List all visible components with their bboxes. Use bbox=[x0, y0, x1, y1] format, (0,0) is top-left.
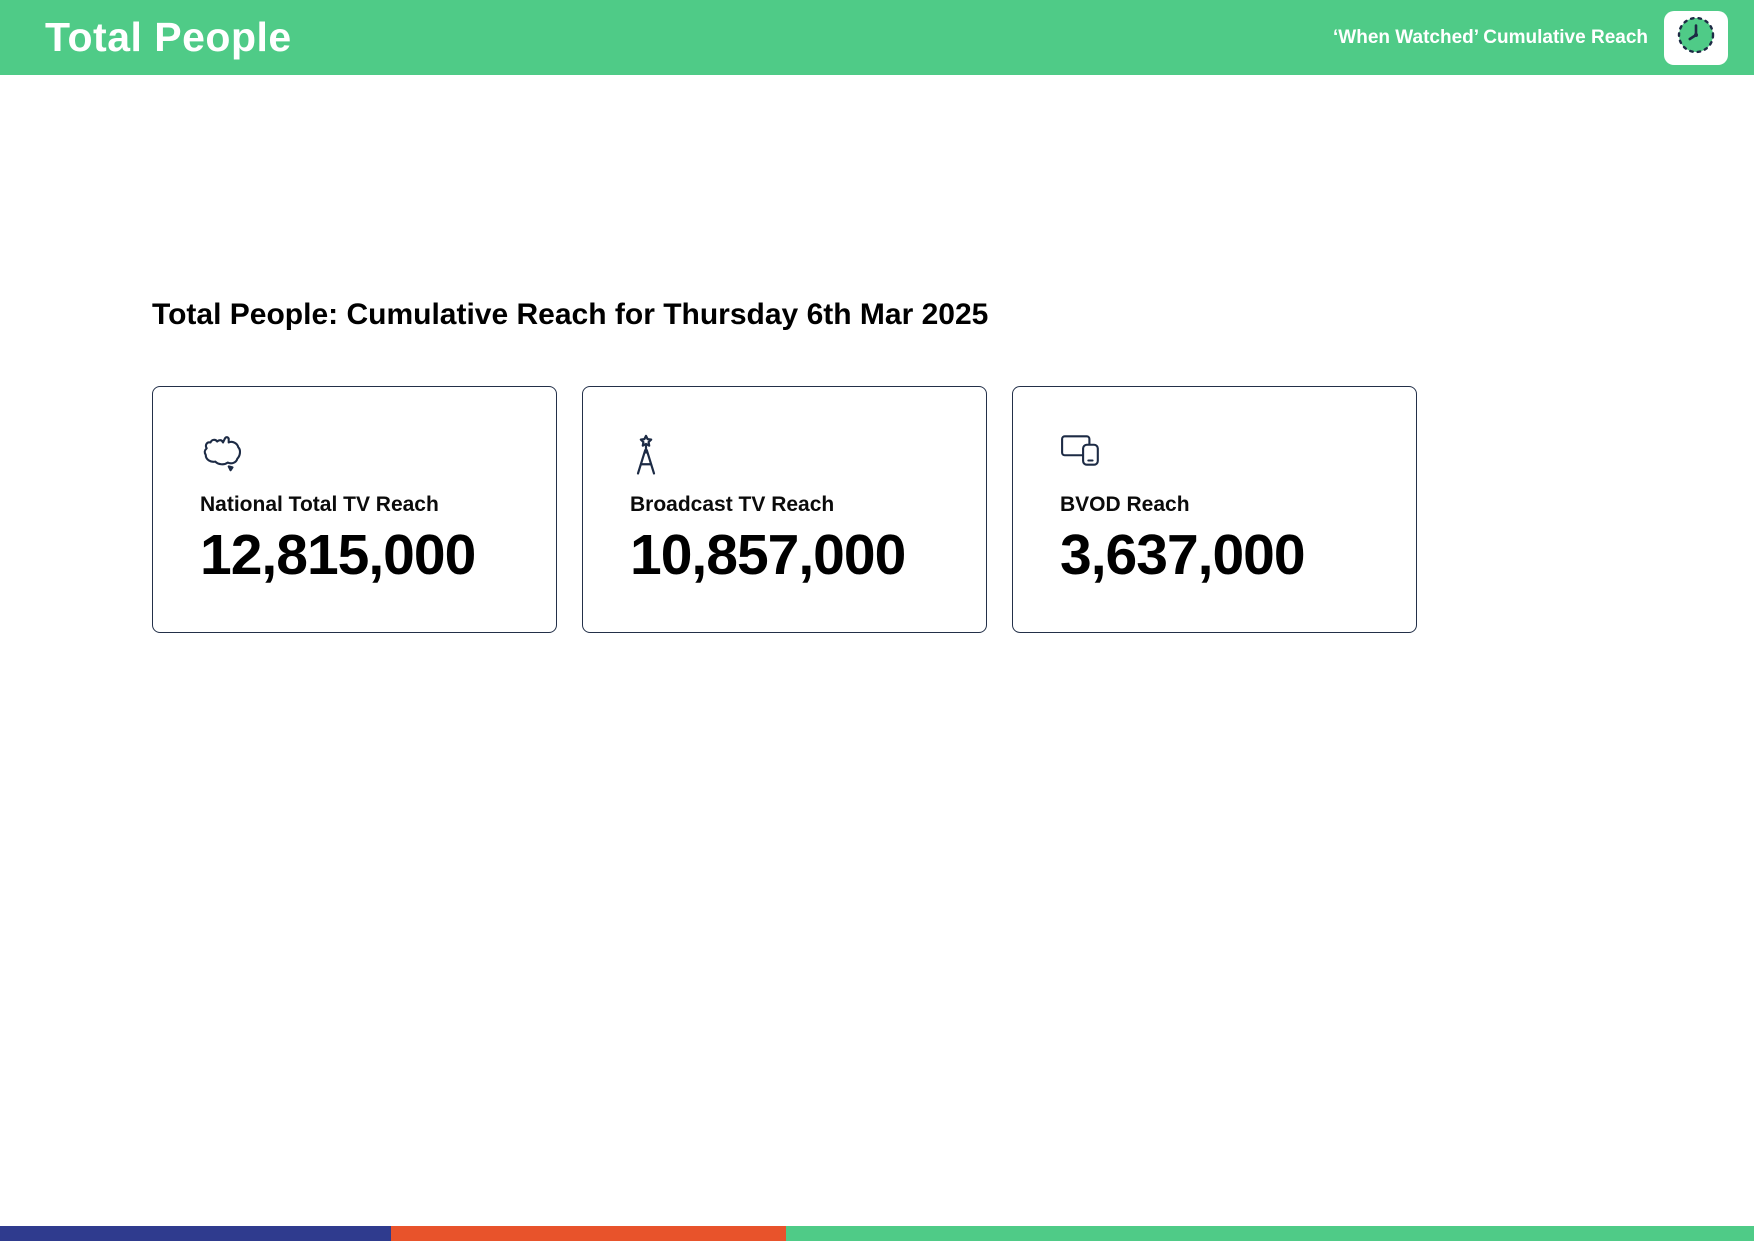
card-label: BVOD Reach bbox=[1060, 493, 1190, 516]
card-label: Broadcast TV Reach bbox=[630, 493, 835, 516]
screens-icon bbox=[1060, 433, 1386, 481]
main-content: Total People: Cumulative Reach for Thurs… bbox=[0, 75, 1754, 633]
card-bvod-reach: BVOD Reach 3,637,000 bbox=[1012, 386, 1417, 633]
card-value: 12,815,000 bbox=[200, 523, 476, 587]
australia-map-icon bbox=[200, 433, 526, 481]
page-title: Total People bbox=[45, 14, 292, 60]
card-national-total-tv-reach: National Total TV Reach 12,815,000 bbox=[152, 386, 557, 633]
clock-icon bbox=[1674, 13, 1718, 62]
footer-segment-blue bbox=[0, 1226, 392, 1241]
clock-logo-box bbox=[1664, 10, 1728, 65]
header-tagline: ‘When Watched’ Cumulative Reach bbox=[1333, 26, 1648, 48]
card-label: National Total TV Reach bbox=[200, 493, 439, 516]
card-broadcast-tv-reach: Broadcast TV Reach 10,857,000 bbox=[582, 386, 987, 633]
app-header: Total People ‘When Watched’ Cumulative R… bbox=[0, 0, 1754, 75]
kpi-cards-row: National Total TV Reach 12,815,000 Broad… bbox=[152, 386, 1754, 633]
footer-segment-orange bbox=[391, 1226, 786, 1241]
report-heading: Total People: Cumulative Reach for Thurs… bbox=[152, 298, 989, 331]
card-value: 10,857,000 bbox=[630, 523, 906, 587]
header-right-group: ‘When Watched’ Cumulative Reach bbox=[1333, 10, 1728, 65]
broadcast-tower-icon bbox=[630, 433, 956, 481]
footer-accent-bar bbox=[0, 1226, 1754, 1241]
footer-segment-green bbox=[785, 1226, 1754, 1241]
card-value: 3,637,000 bbox=[1060, 523, 1306, 587]
